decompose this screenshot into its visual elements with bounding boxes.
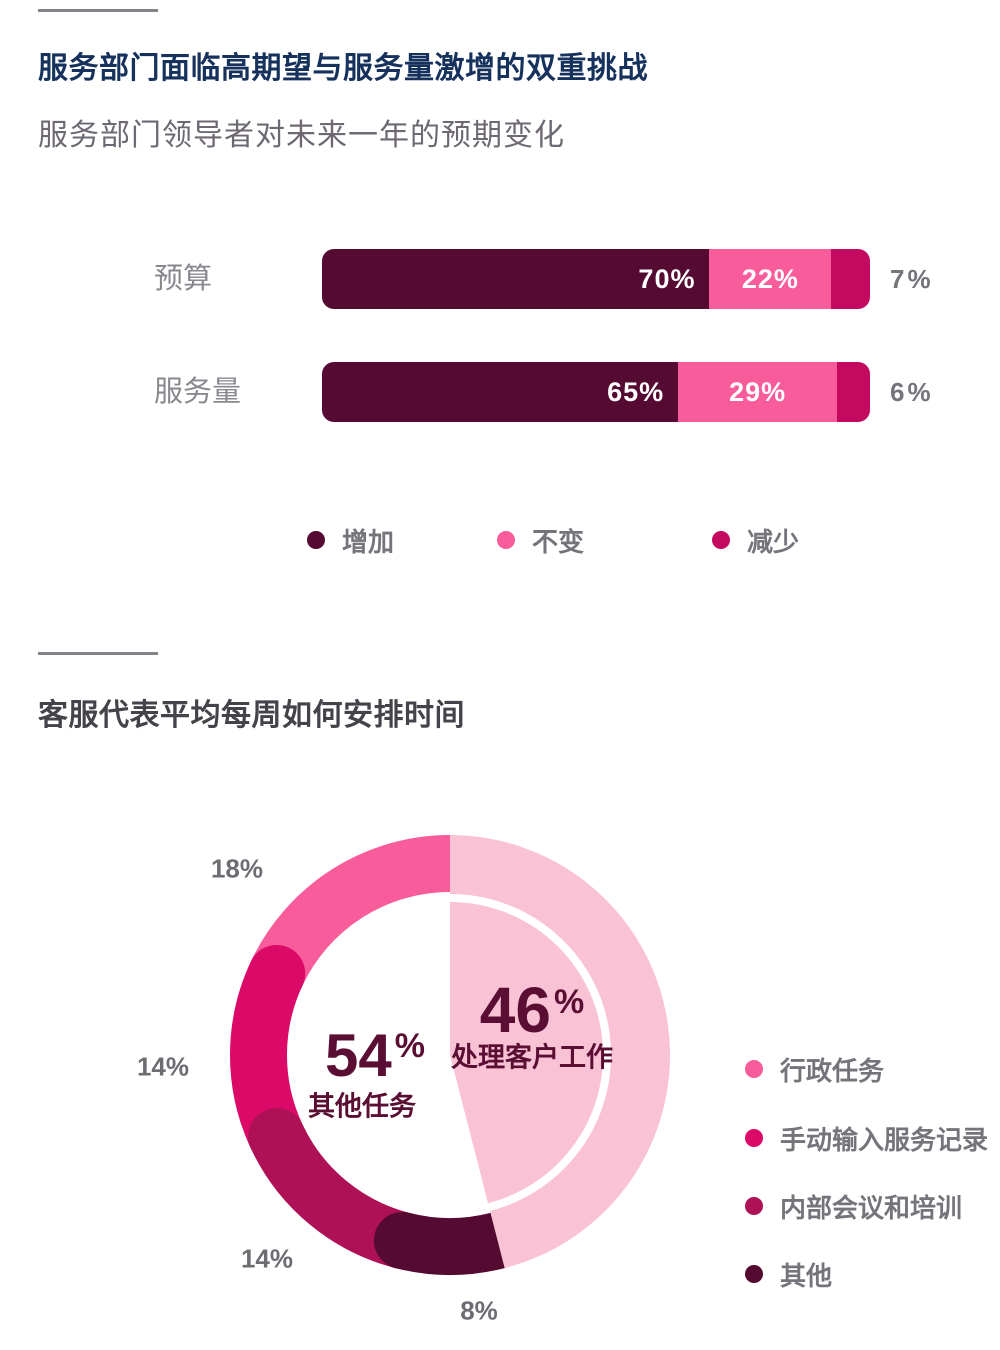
ring-segment-cap-其他 (373, 1212, 431, 1269)
bar-segment-减少 (831, 249, 870, 309)
bar-segment-增加: 70% (322, 249, 710, 309)
legend-dot-icon (745, 1197, 763, 1215)
center-percent-sign: % (553, 983, 585, 1022)
ring-segment-行政任务 (250, 835, 451, 987)
bar-outside-value: 7% (890, 264, 934, 294)
legend-dot-icon (497, 531, 515, 549)
legend-item-label: 其他 (780, 1260, 833, 1291)
section2-title: 客服代表平均每周如何安排时间 (38, 699, 465, 732)
center-number: 46 (479, 974, 551, 1046)
bar-segment-减少 (837, 362, 870, 422)
stacked-bar-预算: 70% 22% (322, 249, 870, 309)
bar-outside-value: 6% (890, 377, 934, 407)
sector-inner-separator (449, 894, 612, 1211)
section1-title: 服务部门面临高期望与服务量激增的双重挑战 (38, 52, 648, 85)
legend-dot-icon (712, 531, 730, 549)
donut-chart-graphic (230, 835, 671, 1275)
stacked-bar-服务量: 65% 29% (322, 362, 870, 422)
legend-item-手动输入服务记录: 手动输入服务记录 (745, 1124, 988, 1155)
donut-center-value-customer-work: 46% (480, 978, 584, 1042)
donut-center-label-other-tasks: 其他任务 (308, 1091, 416, 1122)
legend-item-label: 不变 (532, 526, 585, 557)
center-number: 54 (325, 1022, 392, 1089)
legend-item-增加: 增加 (307, 526, 394, 557)
legend-item-label: 增加 (342, 526, 395, 557)
donut-slice-value-行政任务: 18% (210, 853, 264, 884)
donut-center-value-other-tasks: 54% (325, 1026, 425, 1086)
bar-segment-增加: 65% (322, 362, 679, 422)
bar-segment-不变: 29% (678, 362, 838, 422)
center-percent-sign: % (394, 1027, 425, 1066)
donut-slice-value-其他: 8% (460, 1295, 498, 1326)
legend-item-label: 内部会议和培训 (780, 1192, 963, 1223)
pie-sector-处理客户工作 (450, 835, 671, 1269)
ring-segment-cap-手动输入服务记录 (248, 945, 306, 1002)
bar-category-label: 服务量 (154, 376, 242, 408)
legend-item-行政任务: 行政任务 (745, 1055, 884, 1086)
section2-divider (38, 652, 158, 655)
section1-divider (38, 9, 158, 12)
legend-item-减少: 减少 (712, 526, 799, 557)
legend-item-其他: 其他 (745, 1260, 832, 1291)
ring-segment-cap-内部会议和培训 (248, 1108, 306, 1165)
legend-item-内部会议和培训: 内部会议和培训 (745, 1192, 962, 1223)
legend-item-label: 手动输入服务记录 (780, 1124, 989, 1155)
donut-slice-value-手动输入服务记录: 14% (136, 1051, 190, 1082)
legend-item-label: 减少 (747, 526, 800, 557)
section1-subtitle: 服务部门领导者对未来一年的预期变化 (38, 119, 565, 152)
donut-center-label-customer-work: 处理客户工作 (451, 1042, 613, 1073)
legend-dot-icon (745, 1060, 763, 1078)
bar-segment-不变: 22% (709, 249, 832, 309)
donut-slice-value-内部会议和培训: 14% (240, 1243, 294, 1274)
legend-dot-icon (307, 531, 325, 549)
legend-dot-icon (745, 1265, 763, 1283)
legend-item-不变: 不变 (497, 526, 584, 557)
bar-category-label: 预算 (154, 263, 213, 295)
legend-dot-icon (745, 1129, 763, 1147)
legend-item-label: 行政任务 (780, 1055, 885, 1086)
